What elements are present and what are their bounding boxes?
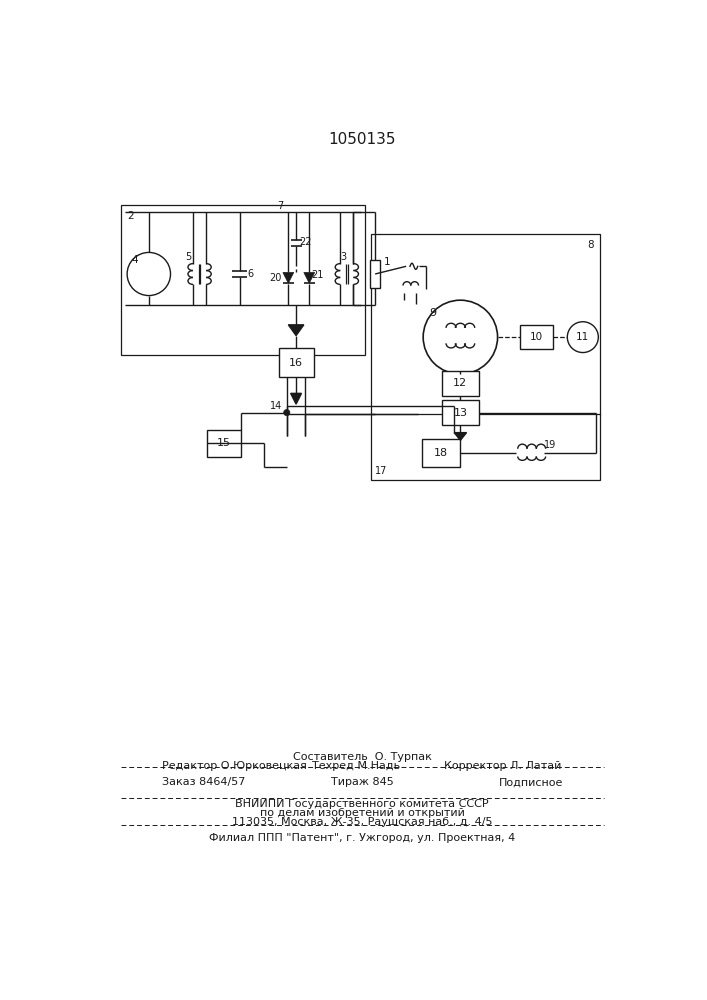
Polygon shape xyxy=(291,393,301,404)
Text: 10: 10 xyxy=(530,332,543,342)
Text: 11: 11 xyxy=(576,332,590,342)
Bar xyxy=(422,439,460,466)
Text: 22: 22 xyxy=(299,237,312,247)
Text: 8: 8 xyxy=(587,240,594,250)
Text: Составитель  О. Турпак: Составитель О. Турпак xyxy=(293,752,431,762)
Circle shape xyxy=(423,300,498,374)
Text: 12: 12 xyxy=(453,378,467,388)
Text: 6: 6 xyxy=(247,269,253,279)
Text: ВНИИПИ Государственного комитета СССР: ВНИИПИ Государственного комитета СССР xyxy=(235,799,489,809)
Text: 7: 7 xyxy=(277,201,284,211)
Text: 16: 16 xyxy=(289,358,303,368)
Text: 20: 20 xyxy=(270,273,282,283)
Text: Тираж 845: Тираж 845 xyxy=(331,777,393,787)
Text: Филиал ППП "Патент", г. Ужгород, ул. Проектная, 4: Филиал ППП "Патент", г. Ужгород, ул. Про… xyxy=(209,833,515,843)
Text: 2: 2 xyxy=(127,211,134,221)
Bar xyxy=(442,400,479,425)
Polygon shape xyxy=(288,325,304,336)
Bar xyxy=(520,325,553,349)
Polygon shape xyxy=(304,272,315,283)
Text: Заказ 8464/57: Заказ 8464/57 xyxy=(162,777,245,787)
Text: Техред М.Надь: Техред М.Надь xyxy=(312,761,400,771)
Text: 1: 1 xyxy=(384,257,391,267)
Text: Подписное: Подписное xyxy=(499,777,563,787)
Circle shape xyxy=(567,322,598,353)
Text: 4: 4 xyxy=(132,255,138,265)
Polygon shape xyxy=(454,433,467,440)
Text: 13: 13 xyxy=(453,408,467,418)
Text: 15: 15 xyxy=(217,438,231,448)
Text: 19: 19 xyxy=(544,440,556,450)
Text: 3: 3 xyxy=(340,252,346,262)
Text: 18: 18 xyxy=(434,448,448,458)
Circle shape xyxy=(127,252,170,296)
Polygon shape xyxy=(283,272,293,283)
Text: 21: 21 xyxy=(311,270,323,280)
Text: Корректор Л. Латай: Корректор Л. Латай xyxy=(444,761,561,771)
Bar xyxy=(371,414,600,480)
Circle shape xyxy=(284,410,290,416)
Text: 5: 5 xyxy=(185,252,192,262)
Text: Редактор О.Юрковецкая: Редактор О.Юрковецкая xyxy=(162,761,307,771)
Bar xyxy=(206,430,241,457)
Text: 9: 9 xyxy=(430,308,437,318)
Bar xyxy=(370,260,380,288)
Text: 113035, Москва, Ж-35, Раушская наб., д. 4/5: 113035, Москва, Ж-35, Раушская наб., д. … xyxy=(232,817,492,827)
Text: по делам изобретений и открытий: по делам изобретений и открытий xyxy=(259,808,464,818)
Bar xyxy=(279,348,313,377)
Bar xyxy=(442,371,479,396)
Text: 17: 17 xyxy=(375,466,387,476)
Text: 14: 14 xyxy=(270,401,282,411)
Bar xyxy=(371,234,600,415)
Bar xyxy=(121,205,365,355)
Text: 1050135: 1050135 xyxy=(328,132,396,147)
